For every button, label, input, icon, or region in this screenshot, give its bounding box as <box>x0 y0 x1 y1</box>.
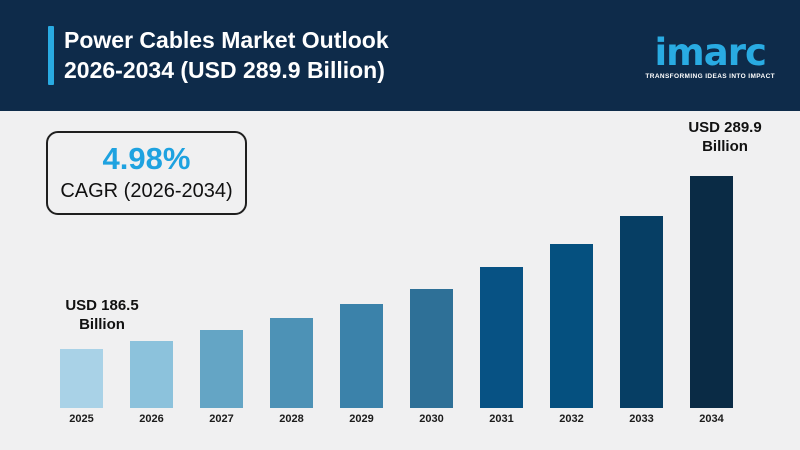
x-tick-2026: 2026 <box>139 413 164 425</box>
cagr-value: 4.98% <box>102 141 191 176</box>
last-bar-value-label: USD 289.9 Billion <box>660 119 790 157</box>
cagr-box: 4.98% CAGR (2026-2034) <box>46 131 247 215</box>
imarc-logo: imarc TRANSFORMING IDEAS INTO IMPACT <box>645 30 775 81</box>
bar-2030: 2030 <box>410 289 453 425</box>
x-tick-2028: 2028 <box>279 413 304 425</box>
bar-2026: 2026 <box>130 341 173 425</box>
first-bar-value-line2: Billion <box>79 315 125 333</box>
title-block: Power Cables Market Outlook 2026-2034 (U… <box>48 25 389 86</box>
imarc-logo-tagline: TRANSFORMING IDEAS INTO IMPACT <box>645 73 775 81</box>
x-tick-2027: 2027 <box>209 413 234 425</box>
x-tick-2025: 2025 <box>69 413 94 425</box>
x-tick-2032: 2032 <box>559 413 584 425</box>
page-title-line1: Power Cables Market Outlook <box>64 26 389 53</box>
x-tick-2030: 2030 <box>419 413 444 425</box>
x-tick-2031: 2031 <box>489 413 514 425</box>
bar-2032: 2032 <box>550 244 593 425</box>
last-bar-value-line2: Billion <box>702 137 748 155</box>
first-bar-value-line1: USD 186.5 <box>65 297 139 314</box>
x-tick-2034: 2034 <box>699 413 724 425</box>
x-tick-2029: 2029 <box>349 413 374 425</box>
bar-2028: 2028 <box>270 318 313 425</box>
cagr-label: CAGR (2026-2034) <box>60 180 233 202</box>
page-title: Power Cables Market Outlook 2026-2034 (U… <box>64 26 389 86</box>
x-tick-2033: 2033 <box>629 413 654 425</box>
title-accent-bar <box>48 25 54 86</box>
bar-2029: 2029 <box>340 304 383 425</box>
imarc-logo-wordmark: imarc <box>654 30 767 74</box>
bar-2033: 2033 <box>620 216 663 425</box>
page-title-line2: 2026-2034 (USD 289.9 Billion) <box>64 56 385 83</box>
header: Power Cables Market Outlook 2026-2034 (U… <box>0 0 800 111</box>
bar-2027: 2027 <box>200 330 243 425</box>
bar-2031: 2031 <box>480 267 523 425</box>
bar-2025: 2025 <box>60 349 103 425</box>
bar-2034: 2034 <box>690 176 733 425</box>
first-bar-value-label: USD 186.5 Billion <box>37 297 167 335</box>
last-bar-value-line1: USD 289.9 <box>688 119 762 136</box>
bar-chart: 2025 2026 2027 2028 2029 2030 2031 2032 2033 2034 <box>60 176 733 425</box>
